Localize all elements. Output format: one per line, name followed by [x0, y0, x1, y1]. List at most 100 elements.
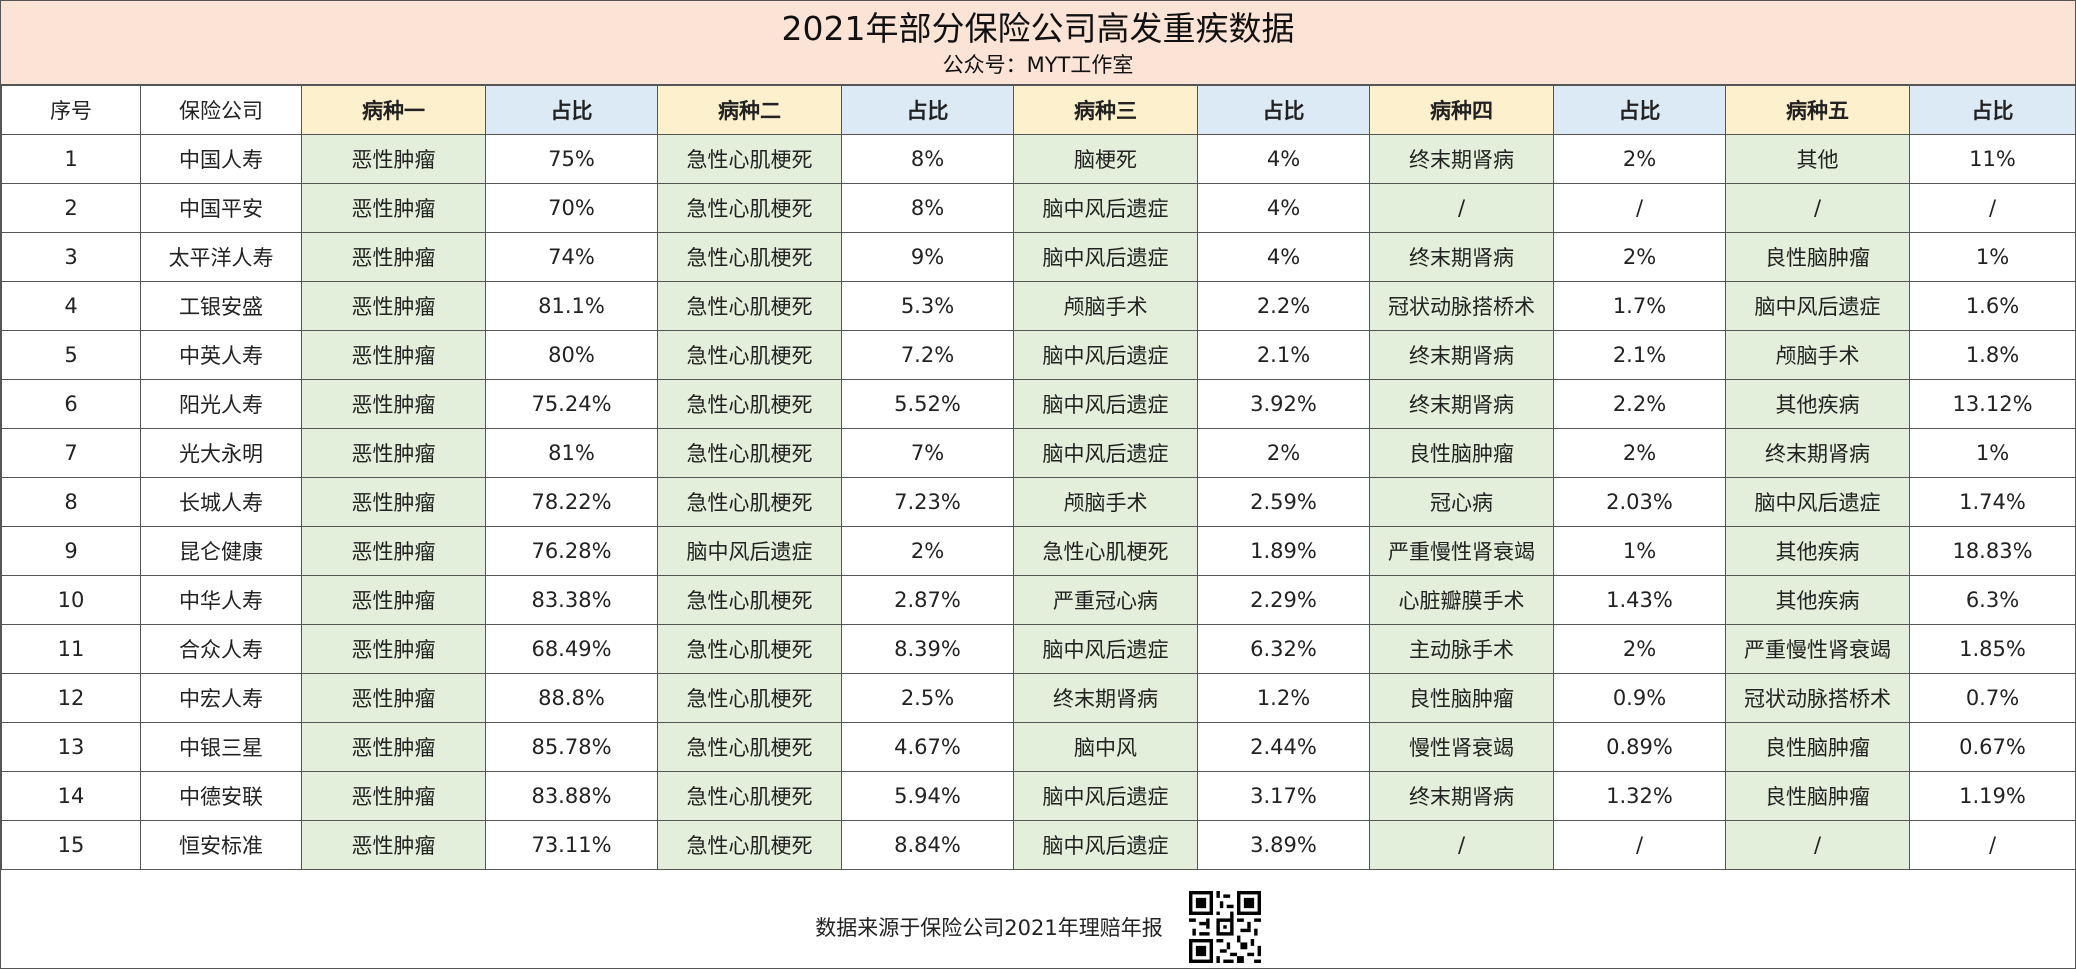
cell-ratio: /	[1909, 183, 2076, 233]
cell-disease: 急性心肌梗死	[657, 183, 842, 233]
cell-ratio: 74%	[485, 232, 658, 282]
footer: 数据来源于保险公司2021年理赔年报	[1, 885, 2075, 968]
table-row: 15 恒安标准 恶性肿瘤 73.11% 急性心肌梗死 8.84% 脑中风后遗症 3.89% / /…	[1, 820, 2076, 870]
table-row: 5 中英人寿 恶性肿瘤 80% 急性心肌梗死 7.2% 脑中风后遗症 2.1% 终末期肾病 2.1…	[1, 330, 2076, 380]
cell-index: 3	[1, 232, 141, 282]
cell-disease: 其他疾病	[1725, 575, 1910, 625]
table-row: 12 中宏人寿 恶性肿瘤 88.8% 急性心肌梗死 2.5% 终末期肾病 1.2% 良性脑肿瘤 0…	[1, 673, 2076, 723]
cell-disease: 急性心肌梗死	[657, 722, 842, 772]
cell-disease: /	[1725, 183, 1910, 233]
col-header-index: 序号	[1, 85, 141, 135]
cell-disease: 恶性肿瘤	[301, 379, 486, 429]
col-header-disease-3: 病种三	[1013, 85, 1198, 135]
cell-ratio: 2.03%	[1553, 477, 1726, 527]
cell-disease: 脑中风后遗症	[1013, 428, 1198, 478]
cell-ratio: 8.84%	[841, 820, 1014, 870]
cell-disease: 良性脑肿瘤	[1725, 232, 1910, 282]
cell-disease: 恶性肿瘤	[301, 134, 486, 184]
cell-disease: 急性心肌梗死	[657, 281, 842, 331]
cell-disease: 脑中风后遗症	[1013, 624, 1198, 674]
cell-ratio: 6.3%	[1909, 575, 2076, 625]
cell-disease: 恶性肿瘤	[301, 232, 486, 282]
cell-index: 1	[1, 134, 141, 184]
cell-disease: 终末期肾病	[1369, 232, 1554, 282]
cell-disease: 严重冠心病	[1013, 575, 1198, 625]
cell-disease: 终末期肾病	[1369, 134, 1554, 184]
cell-disease: 急性心肌梗死	[657, 379, 842, 429]
cell-ratio: 2%	[1553, 134, 1726, 184]
cell-disease: 急性心肌梗死	[657, 673, 842, 723]
cell-ratio: 3.92%	[1197, 379, 1370, 429]
cell-ratio: 13.12%	[1909, 379, 2076, 429]
cell-ratio: 3.89%	[1197, 820, 1370, 870]
col-header-disease-2: 病种二	[657, 85, 842, 135]
cell-ratio: 1.2%	[1197, 673, 1370, 723]
cell-company: 中英人寿	[140, 330, 302, 380]
col-header-ratio-2: 占比	[841, 85, 1014, 135]
cell-disease: 脑中风后遗症	[1013, 232, 1198, 282]
cell-index: 6	[1, 379, 141, 429]
cell-disease: /	[1369, 183, 1554, 233]
cell-disease: 恶性肿瘤	[301, 722, 486, 772]
table-row: 1 中国人寿 恶性肿瘤 75% 急性心肌梗死 8% 脑梗死 4% 终末期肾病 2% 其他 11%	[1, 134, 2076, 184]
cell-index: 12	[1, 673, 141, 723]
cell-disease: 终末期肾病	[1369, 771, 1554, 821]
cell-ratio: 7%	[841, 428, 1014, 478]
cell-disease: 脑中风后遗症	[1013, 330, 1198, 380]
cell-disease: 恶性肿瘤	[301, 330, 486, 380]
cell-ratio: 3.17%	[1197, 771, 1370, 821]
cell-disease: /	[1369, 820, 1554, 870]
cell-ratio: 5.94%	[841, 771, 1014, 821]
cell-ratio: 75.24%	[485, 379, 658, 429]
cell-ratio: 81.1%	[485, 281, 658, 331]
table-row: 8 长城人寿 恶性肿瘤 78.22% 急性心肌梗死 7.23% 颅脑手术 2.59% 冠心病 2.…	[1, 477, 2076, 527]
cell-ratio: 1.85%	[1909, 624, 2076, 674]
cell-ratio: 1.32%	[1553, 771, 1726, 821]
cell-ratio: 6.32%	[1197, 624, 1370, 674]
cell-ratio: 2%	[1553, 232, 1726, 282]
cell-ratio: /	[1909, 820, 2076, 870]
cell-ratio: 18.83%	[1909, 526, 2076, 576]
cell-index: 11	[1, 624, 141, 674]
cell-disease: 其他疾病	[1725, 526, 1910, 576]
cell-disease: 脑中风后遗症	[657, 526, 842, 576]
cell-index: 13	[1, 722, 141, 772]
cell-index: 9	[1, 526, 141, 576]
cell-ratio: 5.3%	[841, 281, 1014, 331]
cell-disease: 脑中风后遗症	[1725, 477, 1910, 527]
cell-disease: 严重慢性肾衰竭	[1369, 526, 1554, 576]
cell-disease: 良性脑肿瘤	[1725, 722, 1910, 772]
cell-ratio: 0.89%	[1553, 722, 1726, 772]
cell-disease: 恶性肿瘤	[301, 526, 486, 576]
col-header-disease-5: 病种五	[1725, 85, 1910, 135]
cell-disease: 脑中风后遗症	[1013, 183, 1198, 233]
cell-ratio: 1%	[1909, 232, 2076, 282]
cell-disease: 脑中风后遗症	[1013, 379, 1198, 429]
cell-index: 15	[1, 820, 141, 870]
cell-ratio: 1.89%	[1197, 526, 1370, 576]
cell-disease: 恶性肿瘤	[301, 477, 486, 527]
cell-ratio: 68.49%	[485, 624, 658, 674]
header-row: 序号 保险公司 病种一 占比 病种二 占比 病种三 占比 病种四 占比 病种五 占比	[1, 85, 2076, 135]
cell-ratio: 9%	[841, 232, 1014, 282]
col-header-ratio-1: 占比	[485, 85, 658, 135]
cell-disease: 恶性肿瘤	[301, 771, 486, 821]
cell-disease: 脑中风	[1013, 722, 1198, 772]
col-header-ratio-3: 占比	[1197, 85, 1370, 135]
cell-ratio: 78.22%	[485, 477, 658, 527]
table-row: 9 昆仑健康 恶性肿瘤 76.28% 脑中风后遗症 2% 急性心肌梗死 1.89% 严重慢性肾衰…	[1, 526, 2076, 576]
cell-disease: 其他疾病	[1725, 379, 1910, 429]
cell-disease: 恶性肿瘤	[301, 624, 486, 674]
cell-disease: 心脏瓣膜手术	[1369, 575, 1554, 625]
cell-ratio: 2.2%	[1197, 281, 1370, 331]
qr-code-icon	[1188, 890, 1261, 963]
cell-index: 5	[1, 330, 141, 380]
cell-ratio: 2.5%	[841, 673, 1014, 723]
table-row: 2 中国平安 恶性肿瘤 70% 急性心肌梗死 8% 脑中风后遗症 4% / / / /	[1, 183, 2076, 233]
cell-ratio: 1.6%	[1909, 281, 2076, 331]
table-row: 13 中银三星 恶性肿瘤 85.78% 急性心肌梗死 4.67% 脑中风 2.44% 慢性肾衰竭…	[1, 722, 2076, 772]
cell-disease: 冠心病	[1369, 477, 1554, 527]
cell-company: 长城人寿	[140, 477, 302, 527]
page-subtitle: 公众号：MYT工作室	[942, 53, 1134, 77]
cell-disease: 恶性肿瘤	[301, 281, 486, 331]
